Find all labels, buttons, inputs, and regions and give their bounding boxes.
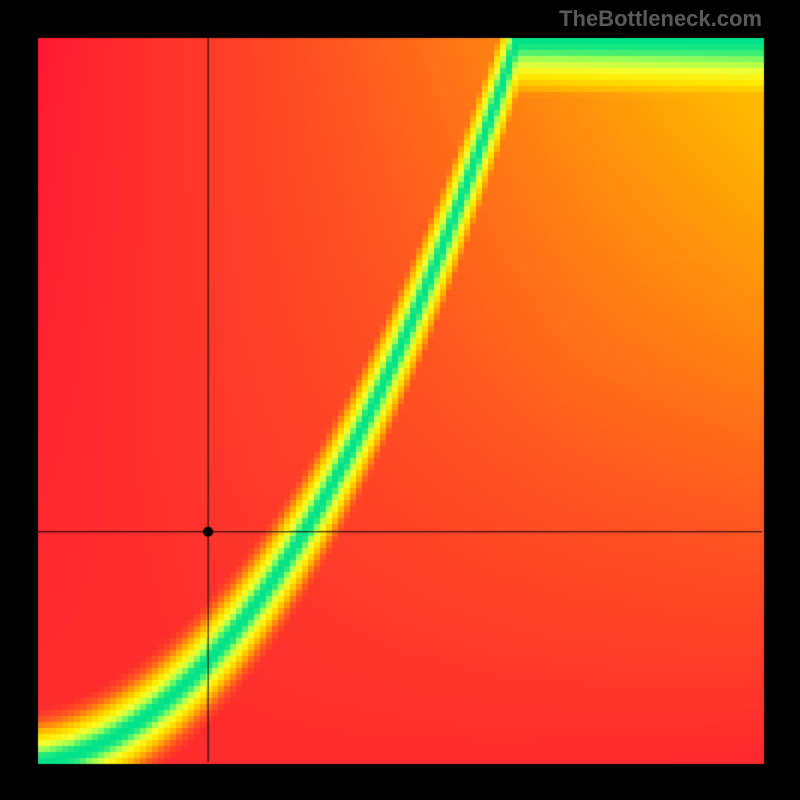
watermark-text: TheBottleneck.com bbox=[559, 6, 762, 32]
bottleneck-heatmap bbox=[0, 0, 800, 800]
